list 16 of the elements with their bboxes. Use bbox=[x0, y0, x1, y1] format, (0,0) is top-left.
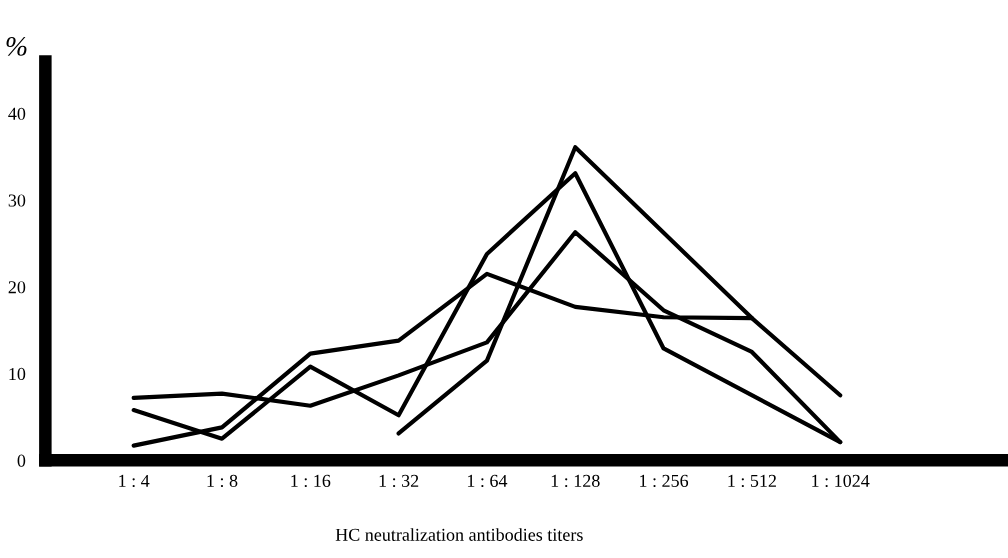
y-tick-label: 0 bbox=[17, 454, 26, 467]
y-tick-label: 20 bbox=[8, 281, 26, 294]
x-tick-label: 1 : 8 bbox=[207, 474, 238, 488]
x-tick-label: 1 : 256 bbox=[640, 474, 689, 488]
x-axis-title: HC neutralization antibodies titers bbox=[335, 528, 583, 541]
x-tick-label: 1 : 32 bbox=[379, 474, 419, 488]
y-tick-label: 10 bbox=[9, 367, 26, 381]
y-tick-label: 30 bbox=[8, 194, 26, 207]
x-tick-label: 1 : 16 bbox=[291, 474, 331, 488]
y-tick-label: 40 bbox=[8, 107, 26, 120]
x-tick-label: 1 : 512 bbox=[728, 474, 776, 488]
x-tick-label: 1 : 1024 bbox=[812, 474, 870, 488]
x-tick-label: 1 : 128 bbox=[551, 474, 600, 488]
y-axis-title: % bbox=[6, 36, 27, 56]
x-tick-label: 1 : 64 bbox=[467, 474, 508, 488]
x-tick-label: 1 : 4 bbox=[119, 474, 150, 488]
